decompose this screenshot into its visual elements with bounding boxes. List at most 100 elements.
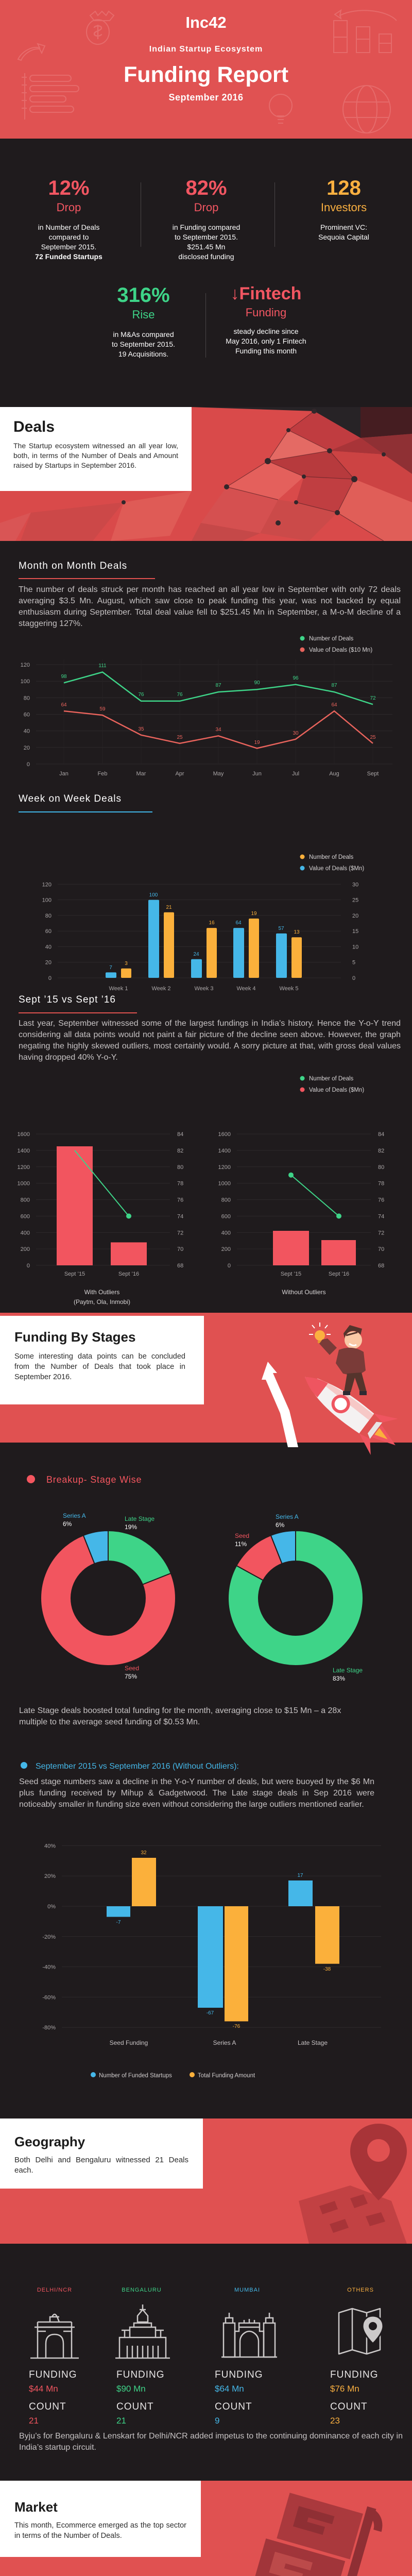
svg-text:82: 82: [177, 1148, 183, 1154]
svg-text:-38: -38: [323, 1967, 331, 1972]
svg-text:40%: 40%: [44, 1843, 56, 1849]
svg-text:0: 0: [27, 761, 30, 768]
svg-text:Without Outliers: Without Outliers: [282, 1289, 325, 1296]
svg-text:19: 19: [254, 740, 260, 745]
svg-text:7: 7: [109, 965, 112, 971]
svg-text:19%: 19%: [125, 1523, 137, 1531]
svg-text:0: 0: [228, 1263, 231, 1269]
svg-text:Sept ’15: Sept ’15: [64, 1271, 85, 1277]
svg-text:Jun: Jun: [252, 771, 262, 777]
svg-text:600: 600: [21, 1213, 30, 1219]
svg-text:0: 0: [352, 975, 355, 981]
svg-text:76: 76: [177, 692, 183, 698]
svg-text:100: 100: [21, 679, 30, 685]
svg-text:600: 600: [221, 1213, 231, 1219]
svg-text:Aug: Aug: [329, 771, 339, 777]
svg-text:800: 800: [21, 1197, 30, 1204]
svg-text:0%: 0%: [47, 1904, 56, 1910]
svg-text:May: May: [213, 771, 224, 777]
svg-text:84: 84: [378, 1131, 384, 1138]
svg-text:Week 5: Week 5: [279, 986, 298, 992]
svg-text:Sept ’16: Sept ’16: [118, 1271, 139, 1277]
svg-text:80: 80: [45, 913, 52, 919]
svg-text:400: 400: [21, 1230, 30, 1236]
svg-text:120: 120: [21, 662, 30, 668]
svg-text:90: 90: [254, 680, 260, 686]
svg-text:87: 87: [215, 683, 221, 688]
svg-text:Seed: Seed: [235, 1532, 249, 1539]
svg-text:Week 1: Week 1: [109, 986, 128, 992]
svg-text:30: 30: [352, 882, 358, 888]
svg-text:Apr: Apr: [175, 771, 184, 777]
svg-text:78: 78: [177, 1181, 183, 1187]
svg-text:Late Stage: Late Stage: [125, 1515, 154, 1522]
svg-text:Seed: Seed: [125, 1665, 139, 1672]
svg-text:72: 72: [177, 1230, 183, 1236]
svg-text:200: 200: [221, 1246, 231, 1252]
svg-text:76: 76: [177, 1197, 183, 1204]
svg-text:-80%: -80%: [42, 2025, 56, 2031]
svg-text:34: 34: [215, 727, 221, 733]
svg-text:70: 70: [378, 1246, 384, 1252]
svg-text:Jan: Jan: [59, 771, 68, 777]
svg-text:Inc42: Inc42: [185, 13, 226, 31]
svg-text:25: 25: [352, 897, 358, 904]
svg-text:-67: -67: [207, 2010, 214, 2016]
svg-text:83%: 83%: [333, 1675, 345, 1682]
svg-text:0: 0: [27, 1263, 30, 1269]
svg-text:1200: 1200: [218, 1164, 231, 1171]
svg-text:Value of Deals ($Mn): Value of Deals ($Mn): [309, 1087, 364, 1093]
svg-text:Number of Deals: Number of Deals: [309, 1076, 354, 1082]
svg-text:80: 80: [177, 1164, 183, 1171]
svg-text:64: 64: [331, 702, 337, 708]
svg-text:Sept ’15: Sept ’15: [281, 1271, 301, 1277]
svg-text:Value of Deals ($Mn): Value of Deals ($Mn): [309, 866, 364, 872]
svg-text:13: 13: [294, 929, 300, 935]
svg-text:6%: 6%: [63, 1520, 72, 1528]
svg-text:40: 40: [45, 944, 52, 950]
svg-text:76: 76: [138, 692, 144, 698]
svg-text:84: 84: [177, 1131, 183, 1138]
svg-text:Feb: Feb: [98, 771, 108, 777]
svg-text:20%: 20%: [44, 1873, 56, 1879]
svg-text:35: 35: [138, 726, 144, 732]
svg-text:74: 74: [177, 1213, 183, 1219]
svg-text:Series A: Series A: [276, 1513, 299, 1520]
svg-text:Sept: Sept: [367, 771, 379, 777]
svg-text:1000: 1000: [18, 1181, 30, 1187]
svg-text:59: 59: [99, 706, 106, 712]
svg-text:6%: 6%: [276, 1521, 285, 1529]
svg-text:0: 0: [48, 975, 52, 981]
svg-text:75%: 75%: [125, 1673, 137, 1680]
svg-text:-60%: -60%: [42, 1994, 56, 2001]
svg-text:78: 78: [378, 1181, 384, 1187]
svg-text:-7: -7: [116, 1920, 121, 1925]
svg-text:64: 64: [61, 702, 67, 708]
svg-text:1000: 1000: [218, 1181, 231, 1187]
svg-text:Week 4: Week 4: [236, 986, 255, 992]
svg-text:82: 82: [378, 1148, 384, 1154]
svg-text:70: 70: [177, 1246, 183, 1252]
svg-text:57: 57: [278, 926, 284, 931]
svg-text:200: 200: [21, 1246, 30, 1252]
svg-text:68: 68: [177, 1263, 183, 1269]
svg-text:5: 5: [352, 960, 355, 966]
svg-text:20: 20: [352, 913, 358, 919]
svg-text:87: 87: [331, 683, 337, 688]
svg-text:25: 25: [177, 735, 183, 740]
svg-text:100: 100: [149, 892, 158, 898]
svg-text:Jul: Jul: [292, 771, 299, 777]
svg-text:September 2016: September 2016: [168, 92, 243, 103]
svg-text:-76: -76: [233, 2024, 241, 2029]
svg-text:Week 3: Week 3: [194, 986, 213, 992]
svg-text:3: 3: [125, 961, 128, 967]
svg-text:1400: 1400: [218, 1148, 231, 1154]
svg-text:Mar: Mar: [136, 771, 146, 777]
svg-text:1600: 1600: [18, 1131, 30, 1138]
svg-text:120: 120: [42, 882, 52, 888]
svg-text:80: 80: [24, 695, 30, 701]
svg-text:72: 72: [378, 1230, 384, 1236]
svg-text:15: 15: [352, 928, 358, 935]
svg-text:Value of Deals ($10 Mn): Value of Deals ($10 Mn): [309, 647, 372, 653]
svg-text:Number of Deals: Number of Deals: [309, 636, 354, 642]
